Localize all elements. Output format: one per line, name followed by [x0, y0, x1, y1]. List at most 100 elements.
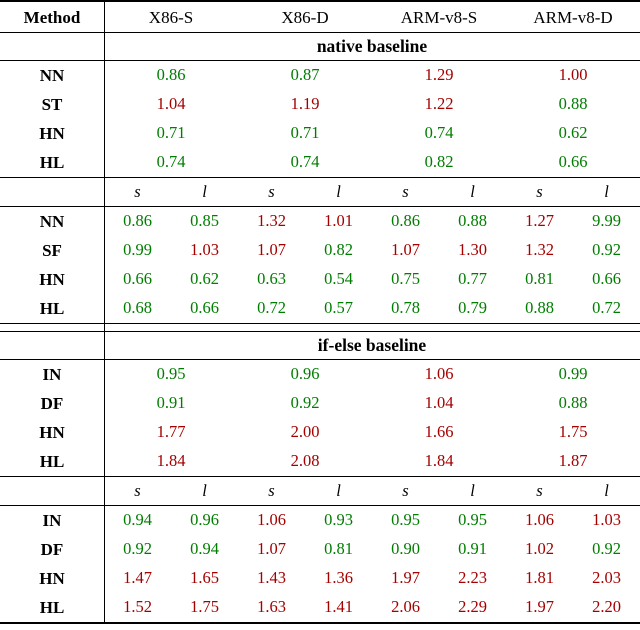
table-rule [0, 476, 640, 477]
value-cell: 1.32 [525, 240, 554, 260]
value-cell: 0.62 [558, 123, 588, 143]
value-cell: 0.87 [290, 65, 320, 85]
value-cell: 0.63 [257, 269, 286, 289]
value-cell: 0.74 [424, 123, 454, 143]
method-cell: IN [42, 365, 62, 384]
value-cell: 0.66 [123, 269, 152, 289]
value-cell: 0.77 [458, 269, 487, 289]
value-cell: 1.66 [424, 422, 454, 442]
value-cell: 2.20 [592, 597, 621, 617]
value-cell: 1.43 [257, 568, 286, 588]
value-cell: 1.07 [257, 240, 286, 260]
table-row: HL 0.68 0.66 0.72 0.57 0.78 0.79 0.88 0.72 [0, 294, 640, 323]
value-cell: 0.92 [592, 539, 621, 559]
subcol-header: l [604, 181, 609, 201]
value-cell: 1.07 [391, 240, 420, 260]
value-cell: 1.75 [190, 597, 219, 617]
value-cell: 0.82 [324, 240, 353, 260]
table-row: IN 0.94 0.96 1.06 0.93 0.95 0.95 1.06 1.03 [0, 506, 640, 535]
method-cell: NN [39, 66, 65, 85]
table-row: HN 1.77 2.00 1.66 1.75 [0, 418, 640, 447]
table-rule [0, 206, 640, 207]
value-cell: 1.27 [525, 211, 554, 231]
table-row: NN 0.86 0.87 1.29 1.00 [0, 61, 640, 90]
subcol-header: l [202, 480, 207, 500]
value-cell: 0.88 [525, 298, 554, 318]
table-row: HN 0.66 0.62 0.63 0.54 0.75 0.77 0.81 0.66 [0, 265, 640, 294]
section-title-row: if-else baseline [0, 332, 640, 359]
subcol-header: s [268, 480, 275, 500]
value-cell: 1.04 [156, 94, 186, 114]
subcol-header: s [402, 480, 409, 500]
method-cell: HL [39, 153, 65, 172]
method-cell: IN [42, 511, 62, 530]
value-cell: 0.92 [592, 240, 621, 260]
value-cell: 1.65 [190, 568, 219, 588]
section-title: native baseline [316, 35, 428, 56]
value-cell: 1.19 [290, 94, 320, 114]
value-cell: 9.99 [592, 211, 621, 231]
subcol-header: l [604, 480, 609, 500]
value-cell: 0.74 [156, 152, 186, 172]
method-cell: HL [39, 452, 65, 471]
value-cell: 1.84 [424, 451, 454, 471]
value-cell: 2.23 [458, 568, 487, 588]
value-cell: 1.00 [558, 65, 588, 85]
table-rule [0, 323, 640, 324]
value-cell: 0.96 [290, 364, 320, 384]
table-row: HN 1.47 1.65 1.43 1.36 1.97 2.23 1.81 2.03 [0, 564, 640, 593]
value-cell: 0.75 [391, 269, 420, 289]
value-cell: 0.81 [324, 539, 353, 559]
value-cell: 0.78 [391, 298, 420, 318]
value-cell: 2.00 [290, 422, 320, 442]
value-cell: 1.02 [525, 539, 554, 559]
column-header: X86-D [281, 7, 329, 27]
value-cell: 1.07 [257, 539, 286, 559]
value-cell: 2.29 [458, 597, 487, 617]
value-cell: 0.88 [558, 94, 588, 114]
value-cell: 0.66 [190, 298, 219, 318]
value-cell: 0.95 [391, 510, 420, 530]
table-rule-bottom [0, 622, 640, 624]
table-row: NN 0.86 0.85 1.32 1.01 0.86 0.88 1.27 9.99 [0, 207, 640, 236]
value-cell: 0.95 [156, 364, 186, 384]
subcol-header: l [470, 480, 475, 500]
value-cell: 2.03 [592, 568, 621, 588]
value-cell: 0.95 [458, 510, 487, 530]
method-header: Method [23, 7, 81, 27]
value-cell: 0.66 [592, 269, 621, 289]
native-pair-rows: NN 0.86 0.85 1.32 1.01 0.86 0.88 1.27 9.99 SF 0.99… [0, 207, 640, 323]
table-row: IN 0.95 0.96 1.06 0.99 [0, 360, 640, 389]
value-cell: 0.68 [123, 298, 152, 318]
value-cell: 0.72 [592, 298, 621, 318]
ifelse-pair-rows: IN 0.94 0.96 1.06 0.93 0.95 0.95 1.06 1.03 DF 0.92… [0, 506, 640, 622]
value-cell: 1.97 [391, 568, 420, 588]
value-cell: 1.36 [324, 568, 353, 588]
table-rule [0, 32, 640, 33]
subcol-header: s [134, 181, 141, 201]
value-cell: 1.84 [156, 451, 186, 471]
section-gap [0, 324, 640, 331]
value-cell: 1.22 [424, 94, 454, 114]
value-cell: 1.52 [123, 597, 152, 617]
value-cell: 0.72 [257, 298, 286, 318]
value-cell: 1.77 [156, 422, 186, 442]
value-cell: 0.92 [290, 393, 320, 413]
value-cell: 1.32 [257, 211, 286, 231]
value-cell: 0.88 [558, 393, 588, 413]
value-cell: 0.85 [190, 211, 219, 231]
value-cell: 0.74 [290, 152, 320, 172]
value-cell: 0.71 [290, 123, 320, 143]
method-cell: HL [39, 598, 65, 617]
method-cell: DF [40, 394, 64, 413]
subcol-header: l [470, 181, 475, 201]
value-cell: 0.94 [123, 510, 152, 530]
value-cell: 2.06 [391, 597, 420, 617]
subcol-header: s [402, 181, 409, 201]
value-cell: 2.08 [290, 451, 320, 471]
table-row: HL 1.84 2.08 1.84 1.87 [0, 447, 640, 476]
ifelse-single-rows: IN 0.95 0.96 1.06 0.99 DF 0.91 0.92 1.04 0.88 HN 1.… [0, 360, 640, 476]
method-cell: SF [42, 241, 62, 260]
value-cell: 0.62 [190, 269, 219, 289]
subheader-row: s l s l s l s l [0, 178, 640, 206]
